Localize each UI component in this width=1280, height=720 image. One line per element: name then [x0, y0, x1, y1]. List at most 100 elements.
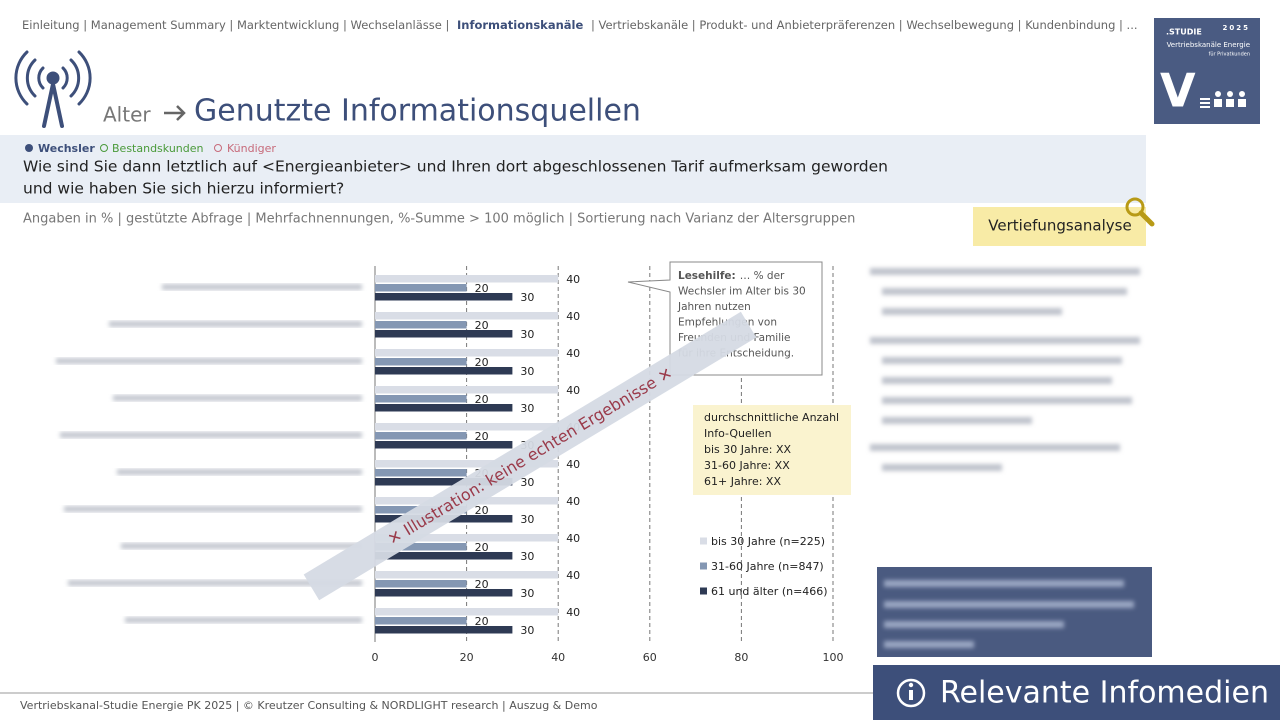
watermark-band: [303, 311, 757, 601]
bar: [375, 367, 513, 375]
value-label: 30: [520, 328, 534, 341]
nav-items[interactable]: Einleitung | Management Summary | Markte…: [22, 18, 449, 32]
value-label: 40: [566, 495, 580, 508]
segment[interactable]: Bestandskunden: [112, 142, 204, 155]
note: Angaben in % | gestützte Abfrage | Mehrf…: [23, 212, 855, 227]
value-label: 30: [520, 550, 534, 563]
value-label: 20: [475, 319, 489, 332]
legend-swatch: [700, 587, 707, 595]
x-tick-label: 0: [372, 651, 379, 664]
bar: [375, 423, 559, 431]
bar: [375, 626, 513, 634]
bar: [375, 395, 467, 403]
value-label: 40: [566, 310, 580, 323]
blurred-category-label: [56, 358, 362, 364]
bar: [375, 321, 467, 329]
bar: [375, 441, 513, 449]
bar: [375, 571, 559, 579]
footer: Vertriebskanal-Studie Energie PK 2025 | …: [20, 699, 598, 712]
blurred-category-label: [64, 506, 362, 512]
nav-active[interactable]: Informationskanäle: [457, 18, 583, 32]
x-tick-label: 60: [643, 651, 657, 664]
bar: [375, 589, 513, 597]
lesehilfe-text: … % der: [740, 270, 785, 282]
blurred-box-text: [884, 580, 1134, 648]
x-tick-label: 80: [734, 651, 748, 664]
magnifier-icon: [1125, 197, 1155, 227]
bar: [375, 386, 559, 394]
vertiefung-label[interactable]: Vertiefungsanalyse: [988, 217, 1131, 235]
bar: [375, 469, 467, 477]
x-tick-label: 20: [460, 651, 474, 664]
question-line: Wie sind Sie dann letztlich auf <Energie…: [23, 158, 888, 176]
title-arrow: [164, 105, 186, 121]
info-box-line: 31-60 Jahre: XX: [704, 459, 790, 472]
bar: [375, 460, 559, 468]
info-box-line: durchschnittliche Anzahl: [704, 411, 839, 424]
value-label: 20: [475, 393, 489, 406]
badge-people: [1200, 91, 1246, 108]
value-label: 40: [566, 384, 580, 397]
segment[interactable]: Wechsler: [38, 142, 95, 155]
x-tick-label: 40: [551, 651, 565, 664]
blurred-category-label: [60, 432, 362, 438]
value-label: 30: [520, 402, 534, 415]
blurred-category-label: [68, 580, 362, 586]
blurred-category-label: [121, 543, 362, 549]
bar: [375, 552, 513, 560]
nav-items[interactable]: | Vertriebskanäle | Produkt- und Anbiete…: [591, 18, 1138, 32]
lesehilfe-label: Lesehilfe:: [678, 270, 736, 282]
info-icon-stem: [909, 690, 913, 700]
lesehilfe-line: Wechsler im Alter bis 30: [678, 286, 806, 298]
bar: [375, 349, 559, 357]
value-label: 30: [520, 476, 534, 489]
info-box: [693, 405, 851, 495]
bar: [375, 534, 559, 542]
value-label: 40: [566, 458, 580, 471]
segment[interactable]: Kündiger: [227, 142, 276, 155]
lesehilfe-box: [627, 261, 823, 376]
segment-dot: [214, 144, 222, 152]
value-label: 20: [475, 541, 489, 554]
vertiefung-button[interactable]: [973, 207, 1146, 246]
question-band: [0, 135, 1146, 203]
value-label: 30: [520, 587, 534, 600]
badge-name: Vertriebskanäle Energie: [1167, 41, 1250, 49]
bar: [375, 608, 559, 616]
legend-label: 61 und älter (n=466): [711, 585, 828, 598]
info-box-line: Info-Quellen: [704, 427, 772, 440]
question-line: und wie haben Sie sich hierzu informiert…: [23, 180, 344, 198]
bar: [375, 275, 559, 283]
value-label: 40: [566, 273, 580, 286]
badge-year: 2025: [1223, 24, 1250, 32]
bar: [375, 404, 513, 412]
value-label: 30: [520, 365, 534, 378]
value-label: 20: [475, 356, 489, 369]
bar: [375, 293, 513, 301]
bar: [375, 543, 467, 551]
value-label: 20: [475, 282, 489, 295]
legend-swatch: [700, 537, 707, 545]
badge-study: .STUDIE: [1166, 28, 1202, 37]
banner-label[interactable]: Relevante Infomedien: [940, 676, 1269, 711]
banner[interactable]: [873, 665, 1280, 720]
bar: [375, 330, 513, 338]
blurred-category-label: [113, 395, 362, 401]
value-label: 40: [566, 532, 580, 545]
info-icon-dot: [908, 682, 914, 688]
bar: [375, 580, 467, 588]
value-label: 40: [566, 347, 580, 360]
value-label: 20: [475, 615, 489, 628]
badge-letter: V: [1160, 64, 1196, 118]
tower-icon: [14, 50, 92, 128]
study-badge: .STUDIE 2025 Vertriebskanäle Energie für…: [1154, 18, 1260, 124]
legend-label: bis 30 Jahre (n=225): [711, 535, 825, 548]
segment-dot: [100, 144, 108, 152]
title: Genutzte Informationsquellen: [194, 94, 641, 129]
value-label: 20: [475, 578, 489, 591]
value-label: 40: [566, 569, 580, 582]
navigation: Einleitung | Management Summary | Markte…: [22, 18, 1138, 32]
x-tick-label: 100: [823, 651, 844, 664]
value-label: 20: [475, 504, 489, 517]
